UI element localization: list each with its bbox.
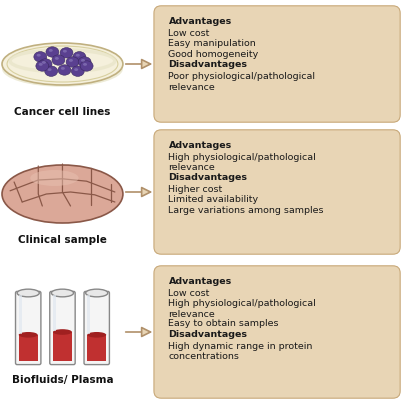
Ellipse shape: [71, 66, 84, 76]
FancyBboxPatch shape: [84, 291, 109, 365]
Ellipse shape: [76, 54, 80, 56]
Text: Advantages: Advantages: [168, 277, 232, 286]
Ellipse shape: [61, 67, 65, 70]
Ellipse shape: [52, 55, 65, 65]
Ellipse shape: [2, 43, 123, 85]
Text: High dynamic range in protein
concentrations: High dynamic range in protein concentrat…: [168, 342, 313, 361]
Ellipse shape: [39, 63, 43, 66]
Text: Easy manipulation: Easy manipulation: [168, 40, 256, 48]
Bar: [19, 335, 37, 362]
FancyBboxPatch shape: [154, 130, 400, 254]
FancyBboxPatch shape: [154, 6, 400, 122]
Ellipse shape: [30, 170, 79, 186]
FancyBboxPatch shape: [50, 291, 75, 365]
Text: Low cost: Low cost: [168, 289, 210, 298]
Ellipse shape: [73, 52, 86, 62]
Text: Limited availability: Limited availability: [168, 195, 259, 204]
Ellipse shape: [2, 165, 123, 223]
Text: Advantages: Advantages: [168, 17, 232, 26]
Ellipse shape: [46, 47, 59, 57]
Bar: [53, 294, 56, 331]
Text: Easy to obtain samples: Easy to obtain samples: [168, 319, 279, 328]
Text: Disadvantages: Disadvantages: [168, 60, 247, 69]
Text: Large variations among samples: Large variations among samples: [168, 206, 324, 214]
Bar: [53, 332, 72, 362]
Ellipse shape: [2, 51, 123, 87]
Text: Biofluids/ Plasma: Biofluids/ Plasma: [12, 375, 113, 385]
Text: Advantages: Advantages: [168, 141, 232, 150]
Ellipse shape: [78, 57, 91, 67]
Ellipse shape: [69, 59, 73, 62]
Ellipse shape: [85, 289, 108, 297]
Ellipse shape: [87, 332, 106, 338]
Ellipse shape: [39, 59, 52, 69]
Ellipse shape: [45, 66, 58, 76]
Bar: [87, 294, 90, 334]
Ellipse shape: [34, 52, 47, 62]
Ellipse shape: [55, 57, 59, 60]
Ellipse shape: [83, 63, 87, 66]
Ellipse shape: [37, 54, 41, 56]
Ellipse shape: [74, 68, 78, 71]
Text: Good homogeneity: Good homogeneity: [168, 50, 259, 59]
Ellipse shape: [51, 289, 73, 297]
Ellipse shape: [53, 329, 72, 335]
Ellipse shape: [19, 332, 37, 338]
Ellipse shape: [81, 59, 85, 62]
Text: Low cost: Low cost: [168, 29, 210, 38]
Text: Higher cost: Higher cost: [168, 185, 223, 194]
Bar: [87, 335, 106, 362]
Text: Disadvantages: Disadvantages: [168, 330, 247, 338]
Ellipse shape: [63, 50, 67, 52]
Text: Poor physiological/pathological
relevance: Poor physiological/pathological relevanc…: [168, 72, 316, 92]
Text: Disadvantages: Disadvantages: [168, 173, 247, 182]
Text: High physiological/pathological
relevance: High physiological/pathological relevanc…: [168, 153, 316, 172]
Ellipse shape: [58, 65, 71, 75]
FancyBboxPatch shape: [15, 291, 41, 365]
Bar: [19, 294, 22, 334]
Ellipse shape: [60, 48, 73, 58]
Text: Clinical sample: Clinical sample: [18, 235, 107, 245]
Ellipse shape: [66, 57, 79, 67]
Text: Cancer cell lines: Cancer cell lines: [14, 107, 111, 117]
Text: High physiological/pathological
relevance: High physiological/pathological relevanc…: [168, 299, 316, 319]
Ellipse shape: [48, 68, 52, 71]
Ellipse shape: [80, 61, 93, 71]
FancyBboxPatch shape: [154, 266, 400, 398]
Ellipse shape: [17, 289, 39, 297]
Ellipse shape: [36, 61, 49, 71]
Ellipse shape: [42, 61, 46, 64]
Ellipse shape: [49, 49, 53, 52]
